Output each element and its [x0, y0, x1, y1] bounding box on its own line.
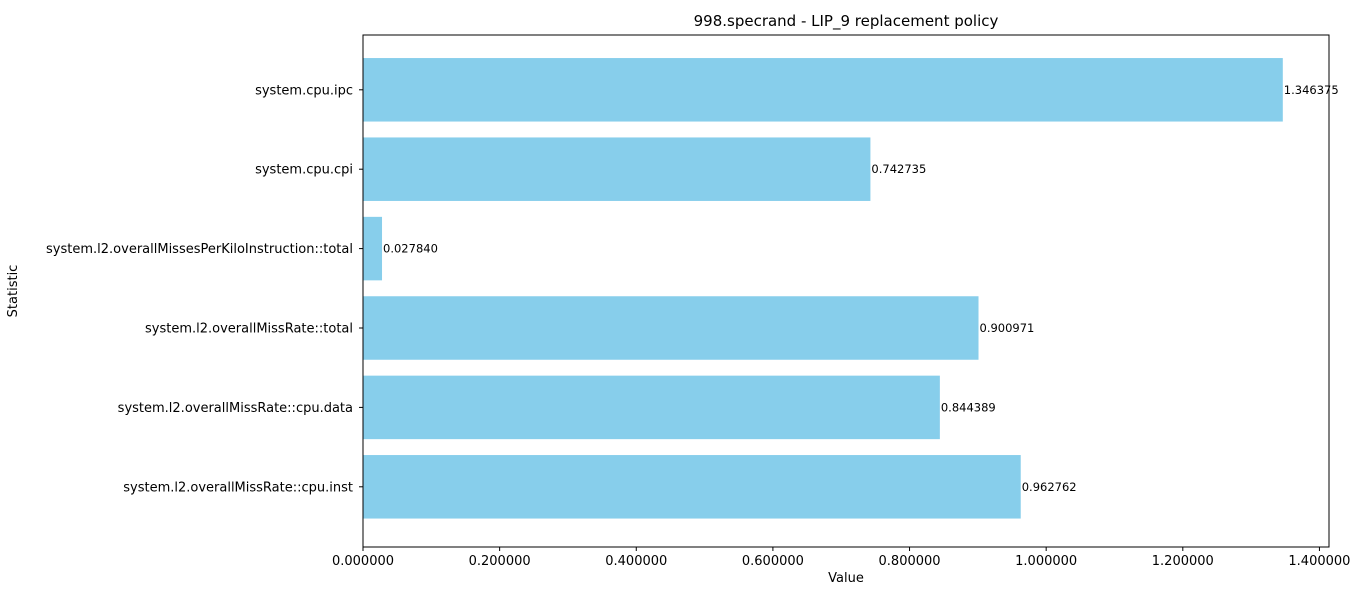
bar-value-label: 0.742735	[871, 162, 926, 176]
y-tick-label: system.l2.overallMissesPerKiloInstructio…	[46, 242, 353, 257]
value-labels-layer: 1.346375 0.742735 0.027840 0.900971 0.844389…	[383, 83, 1339, 494]
x-tick-label: 0.600000	[742, 554, 804, 569]
x-tick-label: 1.000000	[1015, 554, 1077, 569]
bar-value-label: 0.900971	[980, 321, 1035, 335]
x-axis-label: Value	[828, 571, 864, 586]
y-tick-label: system.cpu.cpi	[255, 163, 353, 178]
x-tick-label: 1.200000	[1152, 554, 1214, 569]
x-tick-label: 0.000000	[332, 554, 394, 569]
bar	[363, 58, 1283, 122]
y-axis: system.cpu.ipc system.cpu.cpi system.l2.ov…	[46, 83, 363, 495]
bar	[363, 375, 940, 440]
x-tick-label: 1.400000	[1288, 554, 1350, 569]
x-axis: 0.000000 0.200000 0.400000 0.600000 0.800000…	[332, 547, 1350, 569]
bar-value-label: 1.346375	[1284, 83, 1339, 97]
y-tick-label: system.l2.overallMissRate::cpu.data	[118, 401, 353, 416]
bar-value-label: 0.027840	[383, 242, 438, 256]
y-tick-label: system.cpu.ipc	[255, 83, 353, 98]
plot-frame	[362, 34, 1330, 548]
bar	[363, 296, 979, 360]
bar-value-label: 0.844389	[941, 400, 996, 414]
bar	[363, 455, 1021, 519]
y-tick-label: system.l2.overallMissRate::total	[145, 322, 353, 337]
chart-title: 998.specrand - LIP_9 replacement policy	[694, 12, 999, 31]
bar	[363, 216, 383, 281]
y-axis-label: Statistic	[6, 265, 21, 318]
bar	[363, 137, 871, 201]
bars-layer	[363, 58, 1283, 519]
y-tick-label: system.l2.overallMissRate::cpu.inst	[123, 480, 353, 495]
x-tick-label: 0.800000	[879, 554, 941, 569]
x-tick-label: 0.400000	[605, 554, 667, 569]
x-tick-label: 0.200000	[469, 554, 531, 569]
bar-value-label: 0.962762	[1022, 480, 1077, 494]
